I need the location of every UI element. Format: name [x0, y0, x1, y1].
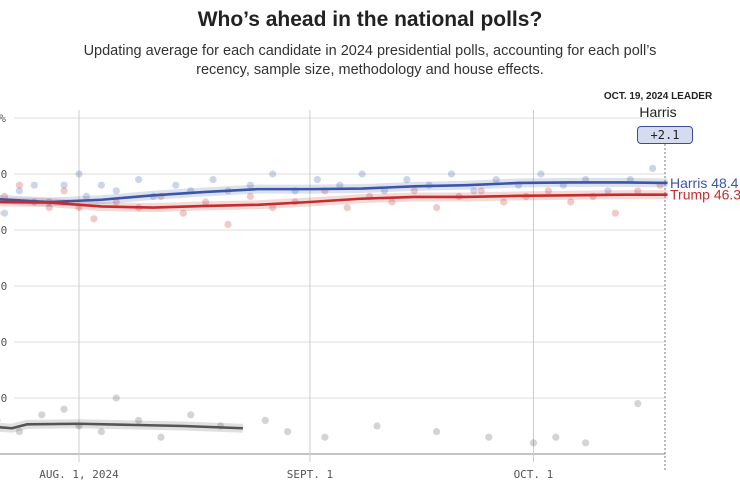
poll-dot: [0, 418, 1, 423]
poll-dot: [269, 170, 277, 178]
poll-dot: [611, 209, 620, 217]
poll-dot: [246, 181, 254, 189]
poll-dot: [492, 176, 500, 184]
trend-line: [0, 181, 668, 204]
poll-dot: [403, 176, 411, 184]
poll-dot: [75, 170, 83, 178]
poll-dot: [246, 192, 254, 200]
poll-dot: [604, 187, 612, 195]
poll-dot: [15, 187, 23, 195]
poll-dot: [582, 439, 590, 447]
poll-dot: [470, 187, 478, 195]
poll-dot: [433, 204, 441, 212]
poll-dot: [90, 215, 98, 223]
poll-dot: [60, 405, 68, 413]
poll-dot: [135, 176, 143, 184]
chart-subtitle: Updating average for each candidate in 2…: [83, 43, 657, 78]
poll-dot: [202, 198, 210, 206]
poll-dot: [358, 170, 366, 178]
y-tick-label: 0: [0, 448, 1, 461]
leader-name: Harris: [639, 104, 677, 120]
y-tick-label: 40: [0, 224, 7, 237]
poll-dot: [0, 211, 1, 216]
poll-dot: [321, 433, 329, 441]
poll-dot: [433, 428, 441, 436]
poll-dot: [649, 164, 657, 172]
poll-dot: [0, 192, 9, 200]
poll-dot: [157, 433, 165, 441]
trend-line: [0, 422, 243, 430]
y-tick-label: 50: [0, 168, 7, 181]
poll-dot: [336, 181, 344, 189]
poll-dot: [112, 394, 120, 402]
poll-dot: [373, 422, 381, 430]
poll-dot: [567, 198, 575, 206]
poll-dot: [224, 220, 232, 228]
poll-dot: [172, 181, 180, 189]
poll-dot: [410, 187, 418, 195]
poll-dot: [209, 176, 217, 184]
poll-dot: [537, 170, 545, 178]
poll-dot: [60, 187, 68, 195]
poll-dot: [634, 400, 642, 408]
y-tick-label: 10: [0, 392, 7, 405]
x-tick-label: SEPT. 1: [287, 468, 333, 481]
poll-dot: [447, 170, 456, 178]
y-tick-label: 30: [0, 280, 7, 293]
y-tick-label: 60%: [0, 112, 6, 125]
poll-dot: [15, 181, 23, 189]
poll-dot: [388, 198, 396, 206]
poll-dot: [38, 411, 46, 419]
x-tick-label: AUG. 1, 2024: [39, 468, 119, 481]
poll-dot: [529, 439, 538, 447]
leader-date: OCT. 19, 2024 LEADER: [603, 91, 713, 102]
x-tick-label: OCT. 1: [514, 468, 554, 481]
series-end-label: Harris 48.4: [670, 175, 739, 191]
poll-dot: [97, 181, 105, 189]
poll-dot: [544, 187, 552, 195]
poll-dot: [97, 428, 105, 436]
poll-dot: [45, 204, 53, 212]
poll-dot: [82, 192, 91, 200]
poll-dot: [477, 187, 485, 195]
poll-dot: [313, 176, 321, 184]
poll-dot: [0, 209, 9, 217]
series-end-label: Trump 46.3: [670, 187, 740, 203]
poll-dot: [343, 204, 351, 212]
leader-margin-badge: +2.1: [637, 126, 693, 144]
poll-dot: [30, 181, 38, 189]
poll-dot: [135, 416, 143, 424]
poll-dot: [261, 416, 269, 424]
poll-dot: [269, 204, 277, 212]
poll-dot: [60, 181, 68, 189]
poll-dot: [485, 433, 493, 441]
poll-dot: [112, 198, 120, 206]
poll-dot: [112, 187, 120, 195]
trend-line: [0, 193, 668, 209]
poll-dot: [552, 433, 560, 441]
poll-dot: [0, 194, 1, 199]
poll-dot: [284, 428, 292, 436]
poll-dot: [15, 428, 23, 436]
poll-dot: [380, 187, 389, 195]
poll-dot: [634, 187, 642, 195]
poll-dot: [179, 209, 187, 217]
poll-dot: [187, 411, 195, 419]
poll-dot: [500, 198, 508, 206]
y-tick-label: 20: [0, 336, 7, 349]
chart-title: Who’s ahead in the national polls?: [197, 8, 543, 31]
